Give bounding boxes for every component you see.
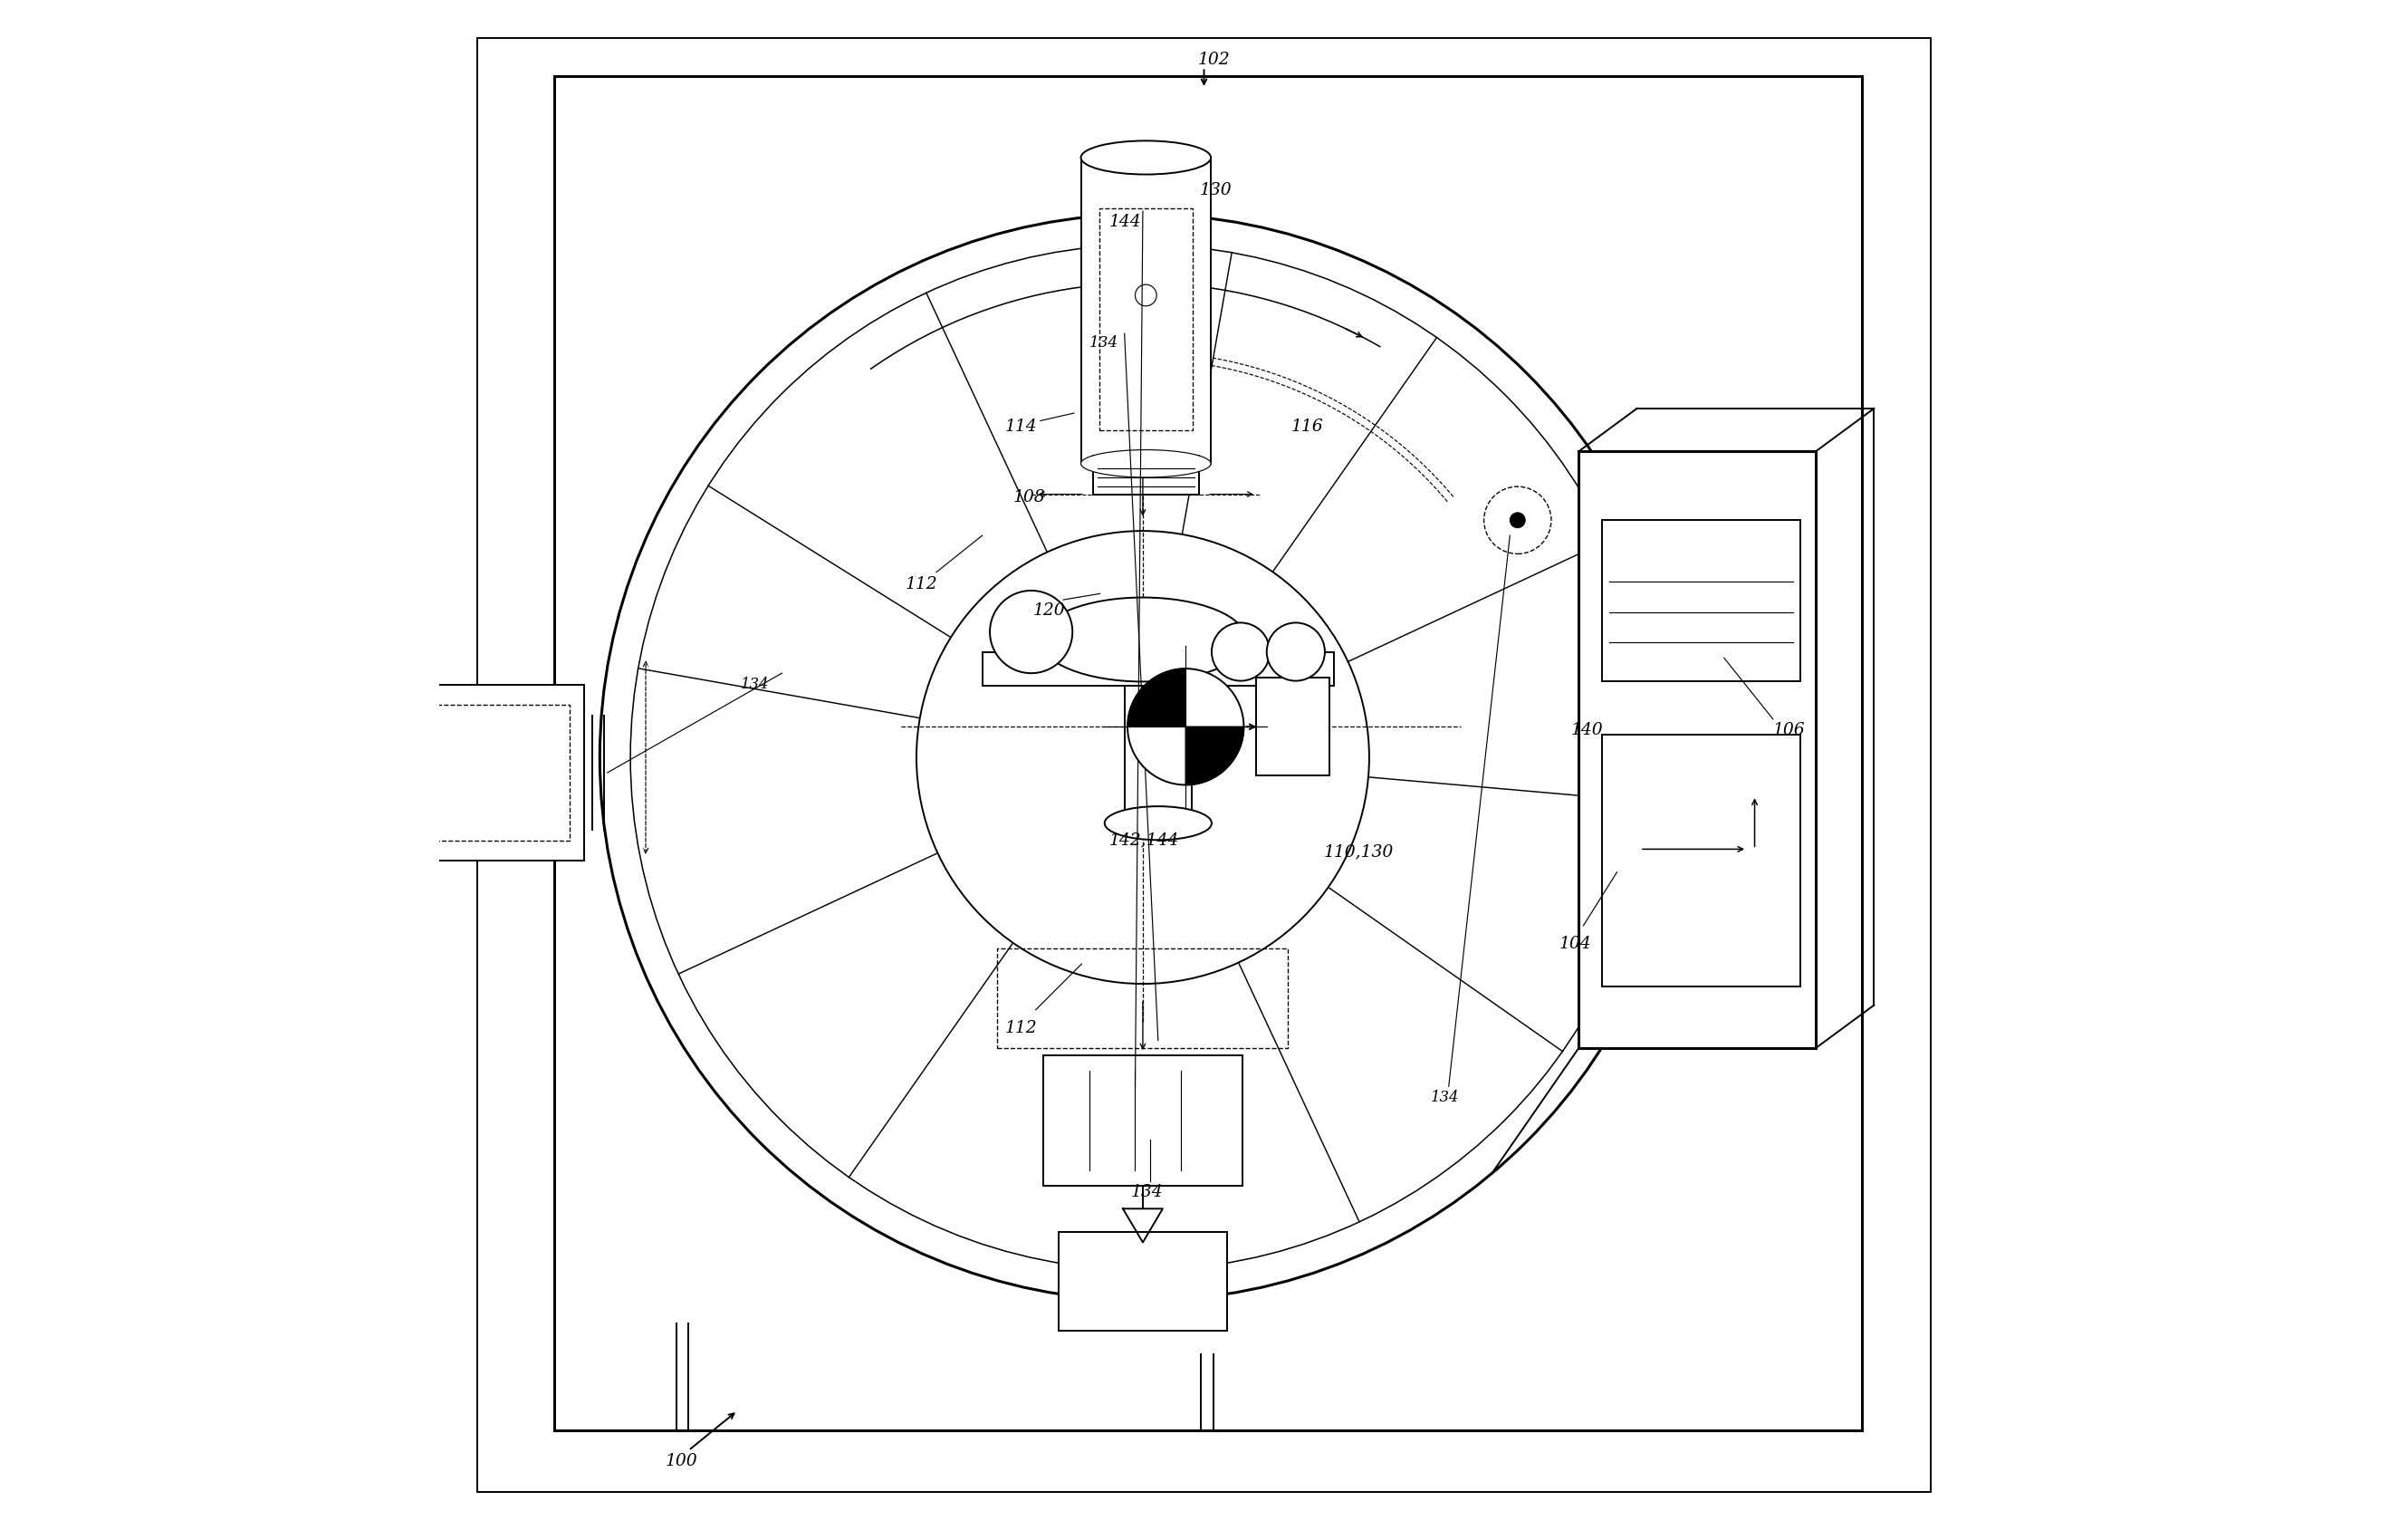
Text: 114: 114 <box>1004 419 1038 435</box>
Circle shape <box>917 531 1370 984</box>
Circle shape <box>990 591 1072 673</box>
Bar <box>1257 678 1329 776</box>
Bar <box>1043 1056 1243 1186</box>
Polygon shape <box>1185 727 1245 785</box>
Text: 106: 106 <box>1772 722 1806 737</box>
Text: 142,144: 142,144 <box>1110 832 1180 848</box>
Bar <box>1093 456 1199 494</box>
Bar <box>1060 1232 1228 1331</box>
Text: 102: 102 <box>1197 52 1230 67</box>
Text: 110,130: 110,130 <box>1324 845 1394 860</box>
Text: 104: 104 <box>1558 936 1592 952</box>
Text: 116: 116 <box>1291 419 1324 435</box>
Text: 144: 144 <box>1110 214 1141 230</box>
Bar <box>982 652 1334 685</box>
Text: 140: 140 <box>1570 722 1604 737</box>
Bar <box>997 949 1288 1048</box>
Bar <box>313 745 347 800</box>
Bar <box>1601 520 1801 681</box>
Circle shape <box>1510 513 1524 528</box>
Bar <box>1098 208 1192 430</box>
Ellipse shape <box>1081 450 1211 477</box>
Ellipse shape <box>1081 141 1211 174</box>
Text: 112: 112 <box>905 577 939 592</box>
Bar <box>1601 734 1801 987</box>
Ellipse shape <box>1105 806 1211 840</box>
Bar <box>1081 158 1211 464</box>
Circle shape <box>1127 669 1245 785</box>
Text: 134: 134 <box>1430 1089 1459 1105</box>
Text: 134: 134 <box>742 676 768 692</box>
Ellipse shape <box>1267 623 1324 681</box>
Bar <box>1125 685 1192 823</box>
Bar <box>364 705 568 842</box>
Bar <box>554 76 1861 1431</box>
Text: 130: 130 <box>1199 182 1230 197</box>
Polygon shape <box>1127 669 1185 727</box>
Circle shape <box>631 245 1654 1270</box>
Text: 112: 112 <box>1004 1021 1038 1036</box>
Ellipse shape <box>1040 597 1245 681</box>
Bar <box>347 685 585 860</box>
Text: 134: 134 <box>1132 1184 1163 1200</box>
Circle shape <box>1134 285 1156 306</box>
Ellipse shape <box>1211 623 1269 681</box>
Text: 120: 120 <box>1033 603 1064 618</box>
Bar <box>1580 451 1816 1048</box>
Text: 134: 134 <box>1088 335 1117 350</box>
Text: 108: 108 <box>1014 490 1045 505</box>
Text: 100: 100 <box>665 1454 698 1469</box>
